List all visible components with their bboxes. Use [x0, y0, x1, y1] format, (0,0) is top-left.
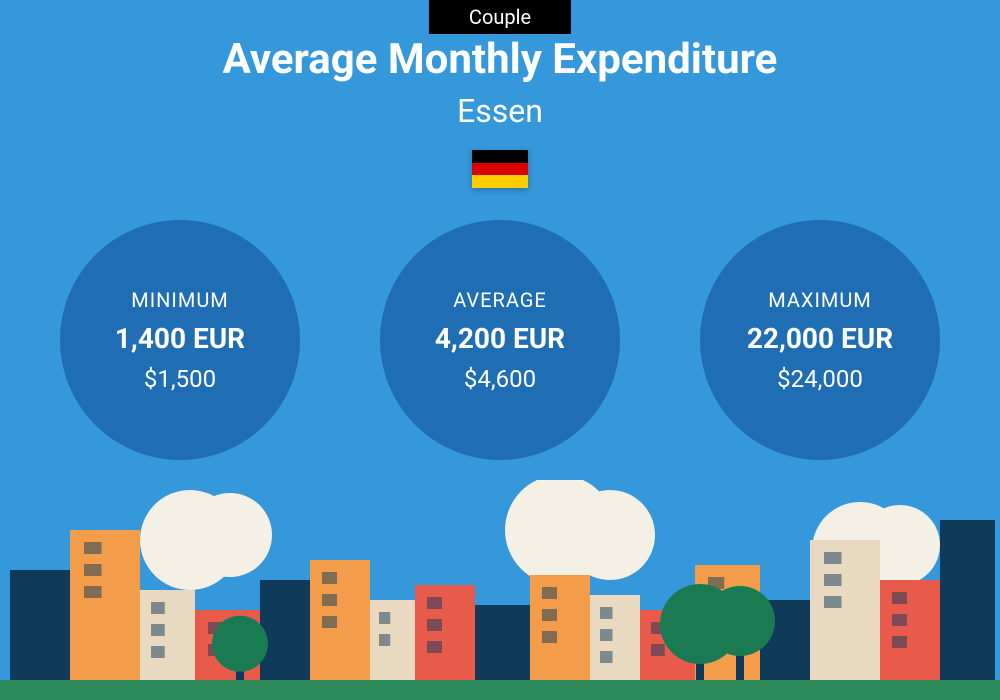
circle-secondary-value: $1,500 — [144, 365, 216, 393]
circle-primary-value: 4,200 EUR — [435, 322, 565, 355]
circle-primary-value: 1,400 EUR — [115, 322, 245, 355]
circle-secondary-value: $4,600 — [464, 365, 536, 393]
expenditure-circles: MINIMUM 1,400 EUR $1,500 AVERAGE 4,200 E… — [0, 220, 1000, 460]
circle-label: MAXIMUM — [768, 288, 872, 312]
flag-stripe-mid — [472, 163, 528, 176]
country-flag — [472, 150, 528, 188]
category-badge: Couple — [429, 0, 571, 34]
circle-minimum: MINIMUM 1,400 EUR $1,500 — [60, 220, 300, 460]
circle-maximum: MAXIMUM 22,000 EUR $24,000 — [700, 220, 940, 460]
circle-average: AVERAGE 4,200 EUR $4,600 — [380, 220, 620, 460]
circle-primary-value: 22,000 EUR — [747, 322, 893, 355]
city-name: Essen — [0, 92, 1000, 130]
cityscape-illustration — [0, 480, 1000, 700]
circle-secondary-value: $24,000 — [777, 365, 863, 393]
category-label: Couple — [469, 5, 531, 29]
page-title: Average Monthly Expenditure — [0, 35, 1000, 84]
flag-stripe-top — [472, 150, 528, 163]
flag-stripe-bot — [472, 175, 528, 188]
circle-label: MINIMUM — [131, 288, 229, 312]
circle-label: AVERAGE — [453, 288, 547, 312]
